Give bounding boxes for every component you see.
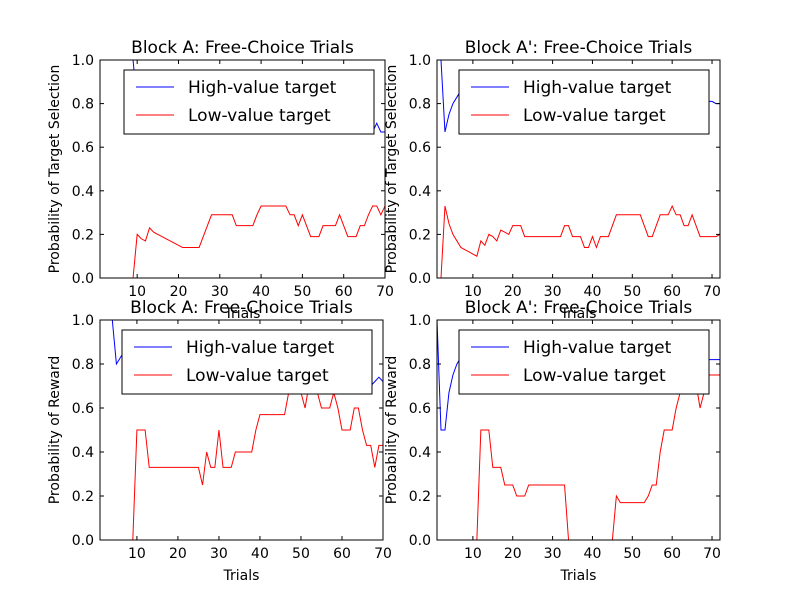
chart-title: Block A': Free-Choice Trials (465, 38, 693, 58)
x-tick-label: 70 (703, 546, 721, 562)
chart-panel-2: 10 20 30 40 50 60 70 0.0 0.2 0.4 0.6 0.8 1.0 Trials Pr… (384, 38, 721, 322)
y-tick-label: 0.4 (72, 445, 94, 461)
x-tick-label: 60 (663, 546, 681, 562)
y-tick-label: 1.0 (409, 53, 431, 69)
series-line-low-value (437, 204, 720, 278)
y-axis-label: Probability of Target Selection (384, 65, 400, 274)
y-axis-label: Probability of Reward (47, 356, 63, 505)
axes-frame (436, 319, 721, 541)
x-tick-label: 60 (333, 546, 351, 562)
legend: High-value target Low-value target (123, 69, 375, 135)
x-tick-label: 30 (211, 284, 229, 300)
y-tick-label: 0.2 (409, 227, 431, 243)
x-tick-label: 70 (374, 546, 392, 562)
y-tick-label: 0.4 (409, 184, 431, 200)
x-tick-label: 70 (376, 284, 394, 300)
x-tick-label: 50 (623, 546, 641, 562)
x-tick-label: 50 (623, 284, 641, 300)
series-line-low-value (100, 382, 383, 540)
legend: High-value target Low-value target (121, 329, 373, 395)
x-tick-label: 20 (504, 546, 522, 562)
y-axis-label: Probability of Reward (384, 356, 400, 505)
y-tick-label: 0.0 (409, 533, 431, 549)
y-tick-label: 0.6 (409, 140, 431, 156)
chart-title: Block A: Free-Choice Trials (130, 298, 353, 318)
chart-title: Block A': Free-Choice Trials (465, 298, 693, 318)
x-tick-label: 60 (663, 284, 681, 300)
x-tick-label: 50 (293, 284, 311, 300)
y-tick-label: 0.0 (409, 271, 431, 287)
legend-label: Low-value target (523, 366, 666, 386)
axes-frame (99, 59, 386, 279)
axes-frame (99, 319, 384, 541)
x-axis-label: Trials (223, 568, 260, 584)
chart-title: Block A: Free-Choice Trials (131, 38, 354, 58)
y-tick-label: 0.6 (72, 401, 94, 417)
x-axis-label: Trials (560, 306, 597, 322)
x-tick-label: 40 (252, 284, 270, 300)
chart-panel-3: 10 20 30 40 50 60 70 0.0 0.2 0.4 0.6 0.8 1.0 Trials Pr… (47, 298, 392, 584)
x-tick-label: 30 (210, 546, 228, 562)
chart-panel-1: 10 20 30 40 50 60 70 0.0 0.2 0.4 0.6 0.8 1.0 Trials Pr… (47, 38, 394, 322)
x-axis-label: Trials (224, 306, 261, 322)
y-tick-label: 1.0 (72, 53, 94, 69)
series-line-low-value (100, 205, 385, 278)
x-tick-label: 30 (544, 546, 562, 562)
x-tick-label: 10 (128, 546, 146, 562)
x-tick-label: 30 (544, 284, 562, 300)
x-tick-label: 40 (584, 546, 602, 562)
y-tick-label: 0.4 (72, 184, 94, 200)
y-tick-label: 1.0 (409, 313, 431, 329)
y-tick-label: 0.8 (72, 357, 94, 373)
axes-frame (436, 59, 721, 279)
y-tick-label: 0.0 (72, 533, 94, 549)
legend-label: High-value target (523, 338, 672, 358)
y-tick-label: 1.0 (72, 313, 94, 329)
legend-label: Low-value target (188, 106, 331, 126)
x-tick-label: 20 (169, 546, 187, 562)
legend-box (458, 329, 710, 395)
y-tick-label: 0.8 (72, 97, 94, 113)
y-tick-label: 0.2 (72, 489, 94, 505)
y-tick-label: 0.6 (72, 140, 94, 156)
legend-label: High-value target (523, 78, 672, 98)
x-tick-label: 40 (584, 284, 602, 300)
y-tick-label: 0.6 (409, 401, 431, 417)
x-tick-label: 70 (703, 284, 721, 300)
x-tick-label: 40 (251, 546, 269, 562)
legend-label: Low-value target (186, 366, 329, 386)
legend-label: Low-value target (523, 106, 666, 126)
y-tick-label: 0.8 (409, 97, 431, 113)
x-tick-label: 60 (335, 284, 353, 300)
x-tick-label: 50 (292, 546, 310, 562)
legend: High-value target Low-value target (458, 69, 710, 135)
legend-label: High-value target (188, 78, 337, 98)
y-tick-label: 0.8 (409, 357, 431, 373)
chart-panel-4: 10 20 30 40 50 60 70 0.0 0.2 0.4 0.6 0.8 1.0 Trials Pr… (384, 298, 721, 584)
y-tick-label: 0.2 (72, 227, 94, 243)
series-line-low-value (437, 374, 720, 540)
x-tick-label: 10 (464, 284, 482, 300)
x-tick-label: 20 (504, 284, 522, 300)
y-tick-label: 0.0 (72, 271, 94, 287)
x-tick-label: 10 (128, 284, 146, 300)
y-tick-label: 0.4 (409, 445, 431, 461)
legend-box (123, 69, 375, 135)
y-tick-label: 0.2 (409, 489, 431, 505)
legend-box (121, 329, 373, 395)
legend-label: High-value target (186, 338, 335, 358)
legend-box (458, 69, 710, 135)
x-tick-label: 10 (464, 546, 482, 562)
x-tick-label: 20 (170, 284, 188, 300)
x-axis-label: Trials (560, 568, 597, 584)
legend: High-value target Low-value target (458, 329, 710, 395)
y-axis-label: Probability of Target Selection (47, 65, 63, 274)
